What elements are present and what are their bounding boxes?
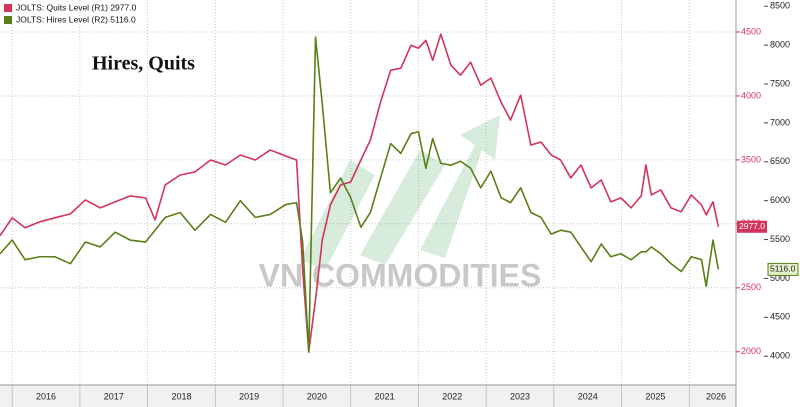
x-tick-label: 2021 [375,391,395,401]
value-label: 5116.0 [770,264,796,274]
series-line [0,33,720,353]
grid [0,0,736,385]
x-axis-strip [0,385,736,407]
y-tick-label: 3500 [741,154,761,164]
x-tick-label: 2019 [239,391,259,401]
y-tick-label: 4000 [741,90,761,100]
x-tick-label: 2018 [171,391,191,401]
legend: JOLTS: Quits Level (R1) 2977.0 JOLTS: Hir… [4,2,137,24]
x-tick-label: 2024 [578,391,598,401]
y2-tick-label: 4000 [770,351,790,361]
y2-tick-label: 4500 [770,312,790,322]
x-tick-label: 2017 [104,391,124,401]
y2-tick-label: 7500 [770,78,790,88]
y2-tick-label: 6500 [770,156,790,166]
logo-stroke [360,150,445,265]
watermark-logo [300,115,500,270]
series-line [0,36,720,354]
legend-swatch [4,4,12,12]
y2-tick-label: 5500 [770,234,790,244]
x-tick-label: 2025 [645,391,665,401]
legend-label: JOLTS: Quits Level (R1) 2977.0 [16,2,137,12]
logo-stroke [300,160,375,270]
value-label-box [767,262,799,276]
y-tick-label: 2500 [741,282,761,292]
y2-tick-label: 5000 [770,273,790,283]
x-tick-label: 2020 [307,391,327,401]
lines [0,33,720,354]
x-tick-label: 2016 [36,391,56,401]
x-tick-label: 2023 [510,391,530,401]
x-tick-label: 2022 [442,391,462,401]
value-label-box [737,220,767,233]
logo-arrow [420,115,500,258]
chart-title: Hires, Quits [92,53,195,75]
value-label: 2977.0 [739,221,765,231]
watermark: VN COMMODITIES [259,257,542,293]
y2-tick-label: 7000 [770,117,790,127]
y-tick-label: 2000 [741,346,761,356]
legend-label: JOLTS: Hires Level (R2) 5116.0 [16,14,136,24]
y2-tick-label: 6000 [770,195,790,205]
y2-tick-label: 8000 [770,39,790,49]
y2-tick-label: 8500 [770,1,790,11]
legend-swatch [4,16,12,24]
y-tick-label: 4500 [741,26,761,36]
x-tick-label: 2026 [706,391,726,401]
